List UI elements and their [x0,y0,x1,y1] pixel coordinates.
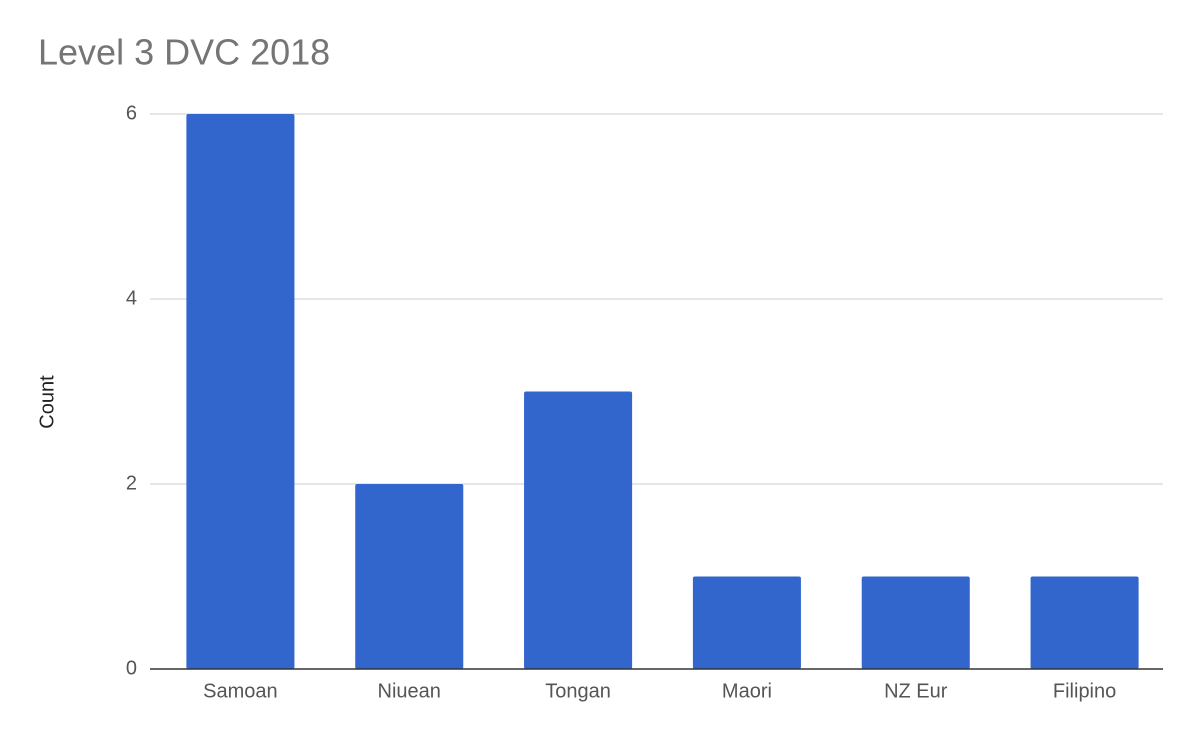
x-tick-label: Maori [722,680,772,702]
bar [692,576,801,669]
x-tick-label: NZ Eur [884,680,948,702]
bar [861,576,970,669]
x-tick-label: Filipino [1053,680,1116,702]
bar [355,484,464,669]
bar [1030,576,1139,669]
bar [524,391,633,669]
y-axis-label: Count [36,375,58,429]
y-tick-label: 6 [126,102,137,124]
x-tick-label: Niuean [378,680,441,702]
x-tick-label: Tongan [545,680,611,702]
y-tick-label: 4 [126,287,137,309]
y-tick-label: 2 [126,472,137,494]
bar [186,114,295,669]
y-tick-label: 0 [126,657,137,679]
chart-title: Level 3 DVC 2018 [38,32,330,73]
x-tick-label: Samoan [203,680,278,702]
